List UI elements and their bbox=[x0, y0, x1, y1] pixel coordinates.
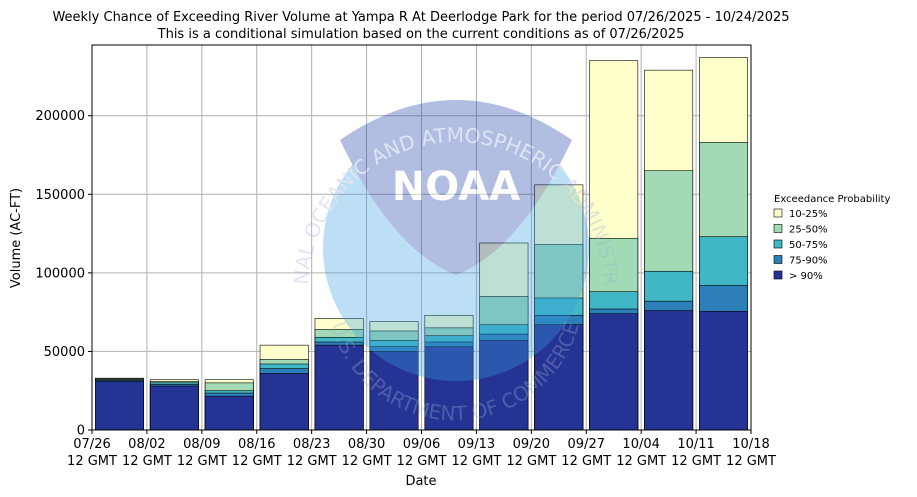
x-tick-label-time: 12 GMT bbox=[287, 454, 337, 469]
legend-label: 75-90% bbox=[789, 256, 828, 267]
x-tick-label-date: 10/11 bbox=[677, 437, 714, 452]
noaa-globe-icon bbox=[323, 115, 589, 381]
bar-90-08-23 bbox=[314, 344, 364, 431]
x-tick-label-time: 12 GMT bbox=[67, 454, 117, 469]
x-tick-label-time: 12 GMT bbox=[561, 454, 611, 469]
legend-label: 25-50% bbox=[789, 225, 828, 236]
x-tick-label-date: 07/26 bbox=[73, 437, 110, 452]
x-tick-label-date: 08/16 bbox=[238, 437, 275, 452]
legend-swatch bbox=[773, 208, 783, 218]
x-tick-label-time: 12 GMT bbox=[671, 454, 721, 469]
x-tick-label-time: 12 GMT bbox=[232, 454, 282, 469]
y-axis-label: Volume (AC-FT) bbox=[9, 188, 24, 288]
x-tick-label-date: 10/04 bbox=[622, 437, 659, 452]
legend-title: Exceedance Probability bbox=[774, 194, 890, 205]
bar-90-09-06 bbox=[424, 346, 474, 431]
bar-90-08-16 bbox=[259, 373, 309, 431]
legend: Exceedance Probability 10-25% 25-50% 50-75… bbox=[773, 194, 890, 282]
bar-90-08-09 bbox=[204, 395, 254, 431]
x-tick-label-date: 09/06 bbox=[403, 437, 440, 452]
bar-90-10-04 bbox=[644, 310, 694, 431]
y-tick-label: 200000 bbox=[35, 109, 85, 124]
legend-swatch bbox=[773, 255, 783, 264]
x-tick-label-time: 12 GMT bbox=[397, 454, 447, 469]
x-tick-label-date: 08/02 bbox=[128, 437, 165, 452]
x-tick-label-date: 08/23 bbox=[293, 437, 330, 452]
bar-90-09-20 bbox=[534, 324, 584, 431]
bar-90-10-11 bbox=[699, 311, 749, 431]
bar-90-09-13 bbox=[479, 340, 529, 431]
x-tick-label-time: 12 GMT bbox=[726, 454, 776, 469]
x-tick-label-time: 12 GMT bbox=[616, 454, 666, 469]
x-tick-label-date: 09/13 bbox=[458, 437, 495, 452]
noaa-logo-text: NOAA bbox=[392, 164, 520, 210]
x-tick-label-date: 10/18 bbox=[732, 437, 769, 452]
x-tick-label-time: 12 GMT bbox=[342, 454, 392, 469]
y-tick-label: 100000 bbox=[35, 266, 85, 281]
x-axis: 07/26 12 GMT 08/02 12 GMT 08/09 12 GMT 08/16 12… bbox=[67, 430, 776, 469]
y-tick-label: 150000 bbox=[35, 188, 85, 203]
legend-swatch bbox=[773, 270, 783, 280]
bars bbox=[94, 57, 749, 431]
x-tick-label-time: 12 GMT bbox=[122, 454, 172, 469]
chart-subtitle: This is a conditional simulation based o… bbox=[157, 27, 685, 42]
x-tick-label-time: 12 GMT bbox=[451, 454, 501, 469]
bar-90-08-02 bbox=[149, 385, 199, 431]
x-tick-label-time: 12 GMT bbox=[177, 454, 227, 469]
y-axis: 0 50000 100000 150000 200000 bbox=[35, 109, 92, 439]
legend-label: > 90% bbox=[789, 271, 823, 282]
legend-swatch bbox=[773, 224, 783, 233]
legend-label: 10-25% bbox=[789, 209, 828, 220]
chart-title: Weekly Chance of Exceeding River Volume … bbox=[52, 10, 789, 25]
x-tick-label-date: 08/30 bbox=[348, 437, 385, 452]
bar-90-09-27 bbox=[589, 313, 639, 431]
bar-90-07-26 bbox=[94, 380, 144, 431]
x-tick-label-date: 09/20 bbox=[513, 437, 550, 452]
legend-swatch bbox=[773, 239, 783, 249]
x-tick-label-time: 12 GMT bbox=[506, 454, 556, 469]
x-tick-label-date: 08/09 bbox=[183, 437, 220, 452]
y-tick-label: 50000 bbox=[44, 345, 85, 360]
noaa-bird-icon bbox=[340, 100, 572, 275]
x-tick-label-date: 09/27 bbox=[568, 437, 605, 452]
legend-label: 50-75% bbox=[789, 240, 828, 251]
x-axis-label: Date bbox=[405, 474, 436, 489]
y-tick-label: 0 bbox=[77, 424, 85, 439]
